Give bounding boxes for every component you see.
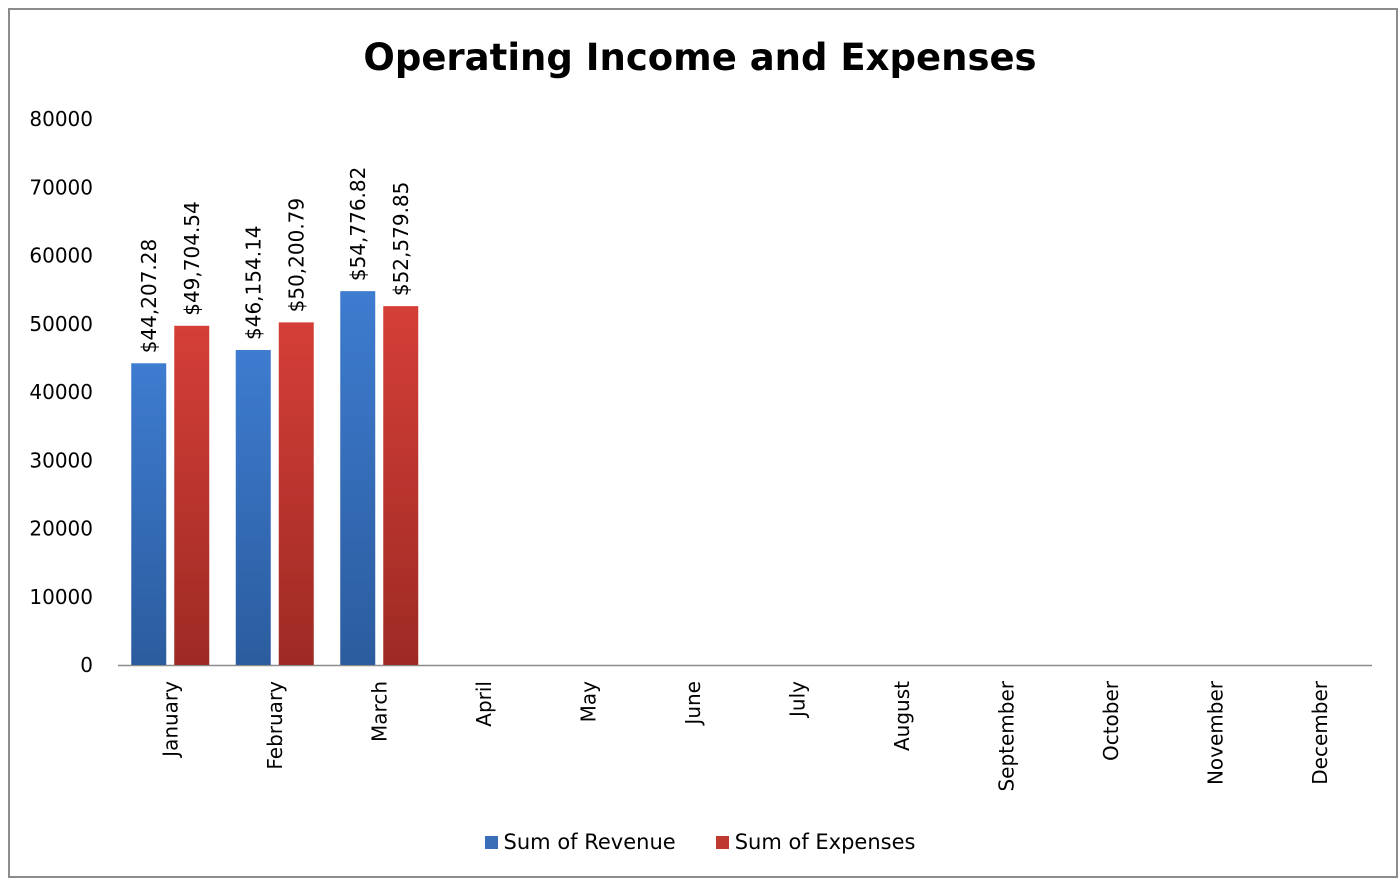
- x-tick-label: April: [472, 681, 496, 727]
- legend-item-revenue: Sum of Revenue: [484, 830, 676, 854]
- x-tick-label: December: [1308, 680, 1332, 784]
- bar-expenses: [278, 322, 314, 665]
- legend-label-revenue: Sum of Revenue: [503, 830, 676, 854]
- x-tick-label: May: [576, 681, 600, 723]
- x-tick-label: February: [263, 681, 287, 770]
- bar-expenses: [174, 325, 210, 665]
- y-tick-label: 80000: [29, 107, 93, 131]
- data-label: $50,200.79: [284, 198, 308, 313]
- chart-legend: Sum of Revenue Sum of Expenses: [0, 830, 1400, 854]
- data-label: $46,154.14: [241, 225, 265, 340]
- data-label: $54,776.82: [346, 167, 370, 282]
- y-tick-label: 50000: [29, 312, 93, 336]
- x-tick-label: March: [367, 681, 391, 742]
- bar-revenue: [340, 291, 376, 665]
- legend-swatch-expenses: [715, 835, 729, 849]
- y-tick-label: 0: [80, 653, 93, 677]
- chart-title: Operating Income and Expenses: [363, 36, 1037, 79]
- x-tick-label: August: [890, 681, 914, 751]
- data-label: $52,579.85: [389, 182, 413, 297]
- bar-revenue: [235, 349, 271, 665]
- data-label: $49,704.54: [180, 201, 204, 316]
- legend-label-expenses: Sum of Expenses: [734, 830, 916, 854]
- x-tick-label: July: [785, 681, 809, 719]
- bar-expenses: [383, 306, 419, 665]
- y-tick-label: 60000: [29, 244, 93, 268]
- y-tick-label: 10000: [29, 585, 93, 609]
- x-tick-label: January: [158, 681, 182, 759]
- y-tick-label: 40000: [29, 380, 93, 404]
- legend-item-expenses: Sum of Expenses: [715, 830, 916, 854]
- legend-swatch-revenue: [484, 835, 498, 849]
- y-tick-label: 30000: [29, 448, 93, 472]
- x-tick-label: November: [1203, 680, 1227, 785]
- x-tick-label: June: [681, 681, 705, 727]
- bar-revenue: [131, 363, 167, 665]
- y-tick-label: 70000: [29, 175, 93, 199]
- x-tick-label: October: [1099, 680, 1123, 761]
- data-label: $44,207.28: [137, 239, 161, 354]
- x-tick-label: September: [994, 680, 1018, 791]
- y-tick-label: 20000: [29, 517, 93, 541]
